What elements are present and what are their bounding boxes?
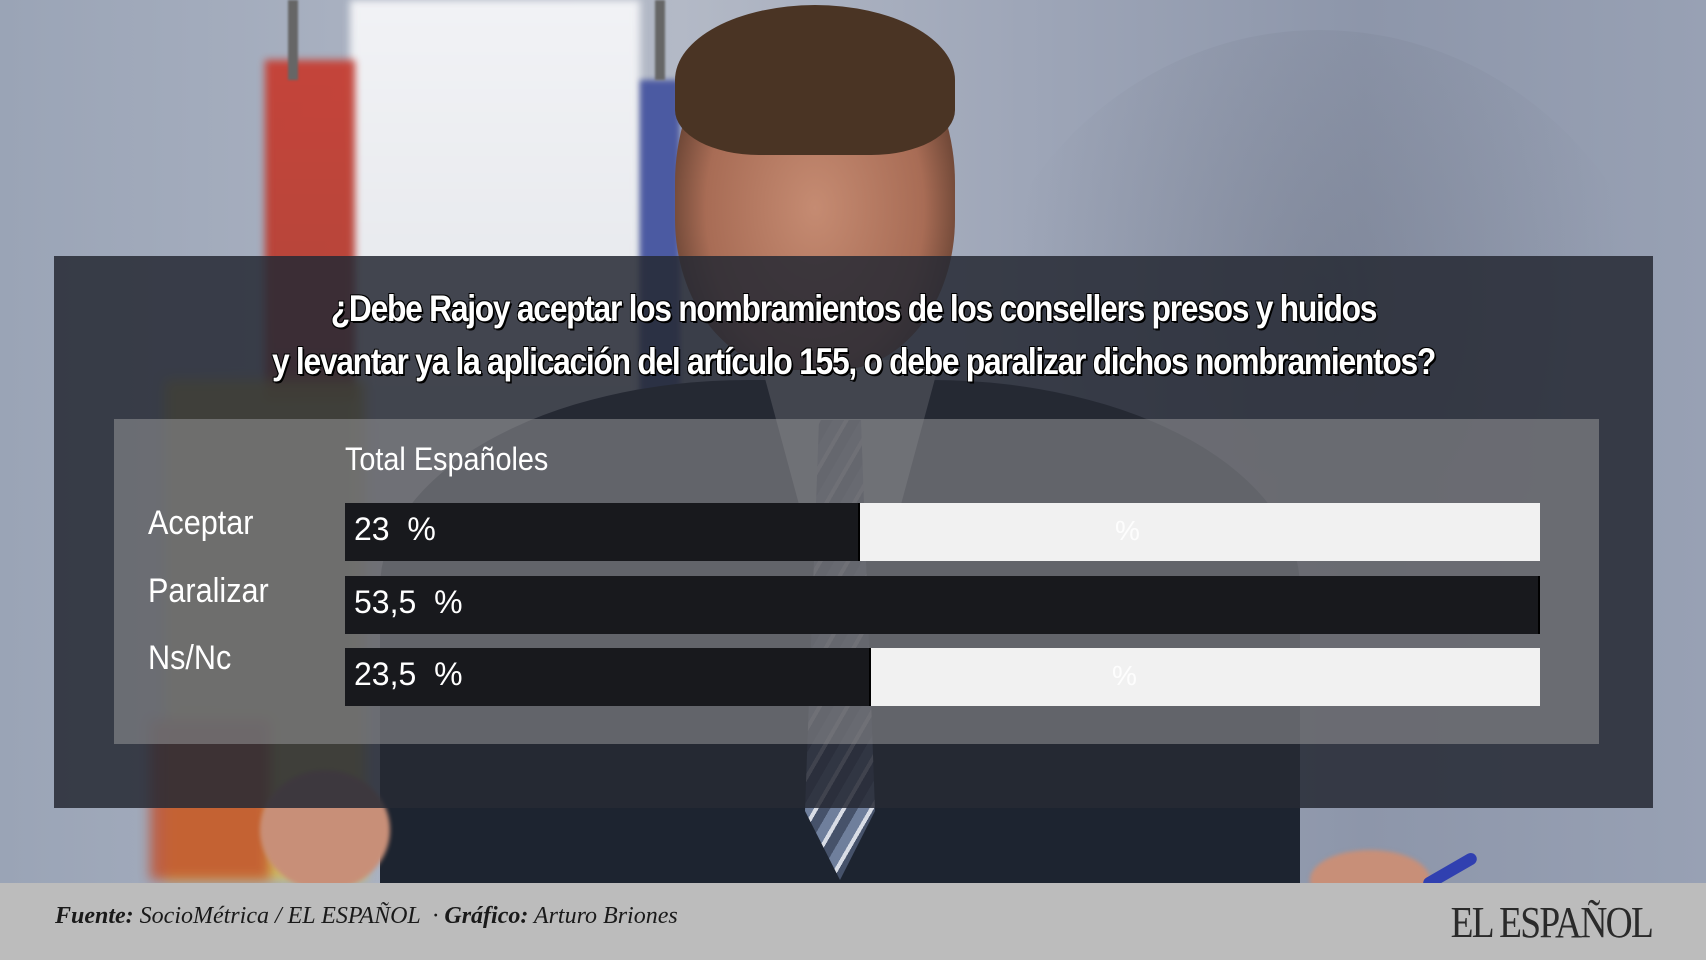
row-label-nsnc: Ns/Nc [148, 639, 232, 677]
person-hair [675, 5, 955, 155]
flag-pole [655, 0, 665, 80]
bar-ghost-percent: % [1112, 660, 1137, 691]
graphic-label: Gráfico: [444, 903, 529, 929]
bar-aceptar: 23 % % [345, 503, 1540, 561]
bar-fill-aceptar: 23 % [345, 503, 860, 561]
bar-fill-nsnc: 23,5 % [345, 648, 871, 706]
graphic-value: Arturo Briones [528, 903, 678, 929]
bar-value-paralizar: 53,5 % [354, 584, 463, 620]
bar-fill-paralizar: 53,5 % [345, 576, 1540, 634]
chart-title: ¿Debe Rajoy aceptar los nombramientos de… [166, 282, 1541, 388]
bar-ghost-percent: % [1115, 515, 1140, 546]
flag-pole [288, 0, 298, 80]
series-label: Total Españoles [345, 441, 549, 477]
bar-paralizar: 53,5 % [345, 576, 1540, 634]
chart-panel: ¿Debe Rajoy aceptar los nombramientos de… [54, 256, 1653, 808]
title-line-1: ¿Debe Rajoy aceptar los nombramientos de… [330, 288, 1378, 329]
footer: Fuente: SocioMétrica / EL ESPAÑOL · Gráf… [0, 883, 1706, 960]
chart-box: Total Españoles Aceptar 23 % % Paralizar… [114, 419, 1599, 744]
bar-value-aceptar: 23 % [354, 511, 436, 547]
source-label: Fuente: [55, 903, 134, 929]
person-right-hand [1310, 850, 1430, 883]
source-value: SocioMétrica / EL ESPAÑOL · [133, 903, 445, 929]
credits: Fuente: SocioMétrica / EL ESPAÑOL · Gráf… [55, 903, 678, 930]
bar-value-nsnc: 23,5 % [354, 656, 463, 692]
title-line-2: y levantar ya la aplicación del artículo… [271, 341, 1436, 382]
row-label-aceptar: Aceptar [148, 504, 254, 542]
pen [1421, 850, 1479, 883]
el-espanol-logo: EL ESPAÑOL [1450, 898, 1653, 947]
bar-nsnc: 23,5 % % [345, 648, 1540, 706]
row-label-paralizar: Paralizar [148, 572, 269, 610]
